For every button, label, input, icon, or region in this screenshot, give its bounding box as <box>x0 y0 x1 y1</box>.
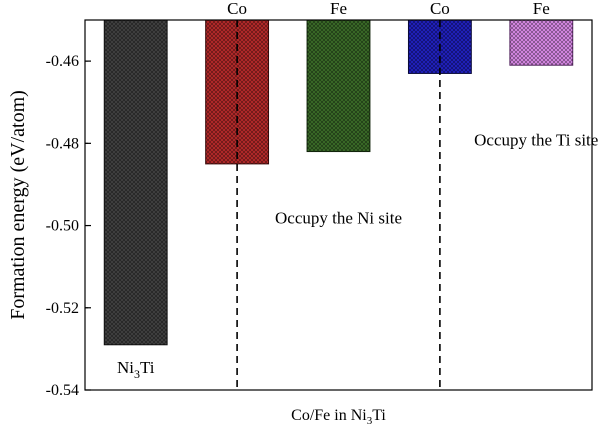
annotation-1: Occupy the Ti site <box>474 130 598 149</box>
annotation-0: Occupy the Ni site <box>275 209 402 228</box>
y-tick-label-3: -0.52 <box>46 300 79 317</box>
bar-label-0-base: Ni <box>117 358 134 377</box>
bar-label-2: Fe <box>330 0 347 18</box>
annotations: Occupy the Ni site Occupy the Ti site <box>275 130 598 227</box>
x-axis-label-sub: 3 <box>367 415 373 427</box>
y-axis-ticks: -0.46 -0.48 -0.50 -0.52 -0.54 <box>46 53 91 399</box>
y-axis-label: Formation energy (eV/atom) <box>7 90 29 320</box>
y-tick-label-1: -0.48 <box>46 135 79 152</box>
bar-label-0-tail: Ti <box>140 358 155 377</box>
bar-labels: Ni3Ti Co Fe Co Fe <box>117 0 550 381</box>
bar-label-0: Ni3Ti <box>117 358 155 381</box>
bar-2-hatch <box>307 20 370 152</box>
x-axis-label: Co/Fe in Ni3Ti <box>291 407 386 427</box>
bar-4-hatch <box>509 20 573 66</box>
y-tick-label-0: -0.46 <box>46 53 79 70</box>
bars <box>103 19 574 346</box>
bar-label-3: Co <box>430 0 450 18</box>
x-axis-label-base: Co/Fe in Ni <box>291 407 367 424</box>
y-tick-label-2: -0.50 <box>46 218 79 235</box>
bar-1-hatch <box>205 20 269 164</box>
bar-0-hatch <box>104 20 168 345</box>
bar-label-1: Co <box>227 0 247 18</box>
y-tick-label-4: -0.54 <box>46 382 79 399</box>
bar-label-4: Fe <box>533 0 550 18</box>
separators <box>236 20 441 390</box>
plot-frame <box>84 19 593 391</box>
x-axis-label-tail: Ti <box>372 407 386 424</box>
bar-label-0-sub: 3 <box>134 367 140 381</box>
